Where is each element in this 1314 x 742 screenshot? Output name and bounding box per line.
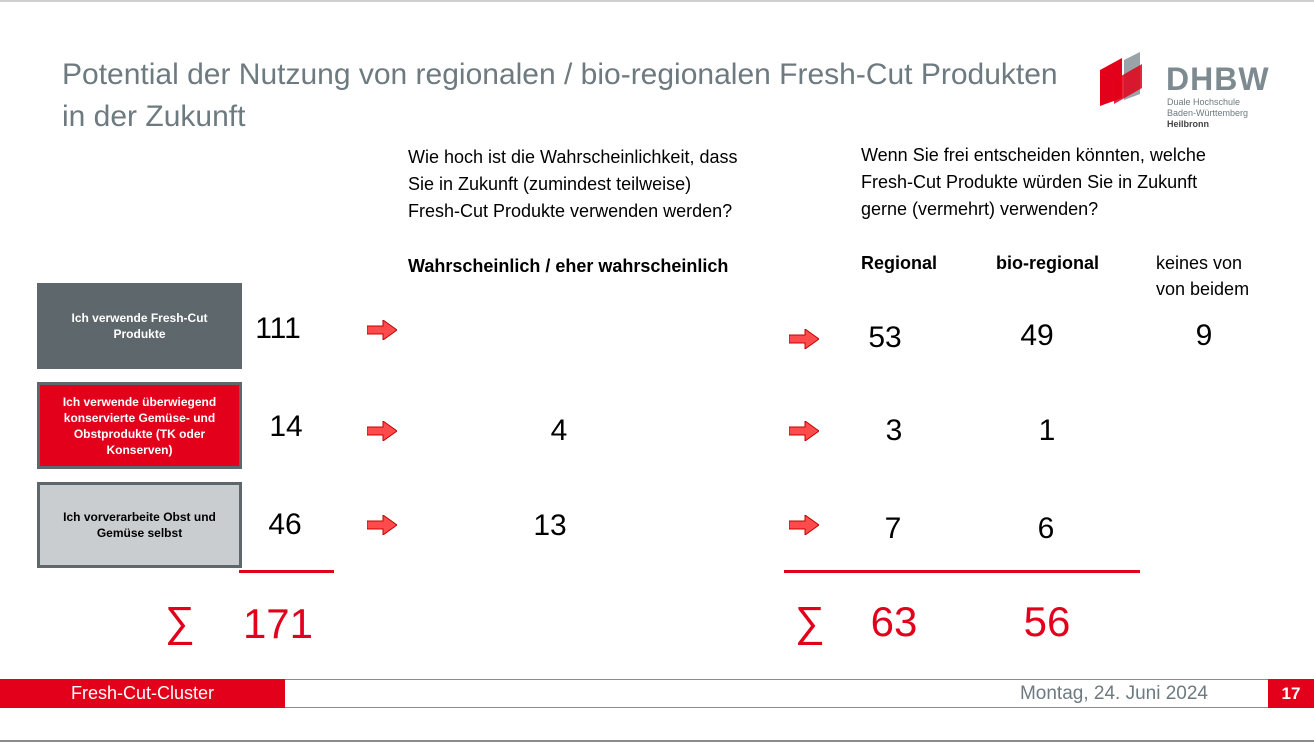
row2-bio-regional: 1 bbox=[1038, 414, 1056, 447]
dhbw-logo-icon bbox=[1100, 52, 1142, 106]
arrow-right-icon bbox=[367, 320, 397, 340]
header-likely: Wahrscheinlich / eher wahrscheinlich bbox=[408, 256, 729, 276]
top-rule bbox=[0, 0, 1314, 2]
sum-divider-left bbox=[239, 570, 334, 573]
bottom-rule bbox=[0, 740, 1314, 742]
category-box-preserved: Ich verwende überwiegend konservierte Ge… bbox=[37, 382, 242, 469]
header-regional: Regional bbox=[861, 253, 938, 273]
footer-project: Fresh-Cut-Cluster bbox=[0, 679, 285, 708]
sum-regional: 63 bbox=[870, 598, 918, 645]
row2-likely: 4 bbox=[550, 414, 568, 447]
arrow-right-icon bbox=[367, 421, 397, 441]
row3-likely: 13 bbox=[533, 509, 567, 542]
category-box-self-prepared: Ich vorverarbeite Obst und Gemüse selbst bbox=[37, 482, 242, 568]
row3-count: 46 bbox=[268, 508, 302, 541]
page-number: 17 bbox=[1268, 679, 1314, 708]
header-none: keines von von beidem bbox=[1156, 253, 1250, 299]
question-preference: Wenn Sie frei entscheiden könnten, welch… bbox=[861, 145, 1206, 219]
arrow-right-icon bbox=[367, 515, 397, 535]
row1-bio-regional: 49 bbox=[1020, 319, 1054, 352]
question-likelihood: Wie hoch ist die Wahrscheinlichkeit, das… bbox=[408, 147, 738, 221]
logo-name: DHBW bbox=[1166, 61, 1270, 97]
logo-subtitle: Duale Hochschule Baden-Württemberg Heilb… bbox=[1167, 97, 1249, 129]
row1-regional: 53 bbox=[868, 321, 902, 354]
arrow-right-icon bbox=[789, 329, 819, 349]
row2-regional: 3 bbox=[885, 414, 903, 447]
footer-bar bbox=[285, 679, 1268, 708]
arrow-right-icon bbox=[789, 515, 819, 535]
row3-regional: 7 bbox=[884, 512, 902, 545]
sum-bio-regional: 56 bbox=[1023, 598, 1071, 645]
row3-bio-regional: 6 bbox=[1037, 512, 1055, 545]
sum-symbol-icon: ∑ bbox=[795, 598, 825, 645]
row1-none: 9 bbox=[1195, 319, 1213, 352]
sum-divider-right bbox=[784, 570, 1140, 573]
arrow-right-icon bbox=[789, 421, 819, 441]
sum-count: 171 bbox=[242, 600, 314, 647]
sum-symbol-icon: ∑ bbox=[165, 598, 195, 645]
row2-count: 14 bbox=[269, 410, 303, 443]
page-title: Potential der Nutzung von regionalen / b… bbox=[62, 58, 1058, 133]
footer-date: Montag, 24. Juni 2024 bbox=[1019, 683, 1208, 704]
row1-count: 111 bbox=[255, 312, 301, 345]
header-bio-regional: bio-regional bbox=[996, 253, 1099, 273]
category-box-fresh-cut: Ich verwende Fresh-Cut Produkte bbox=[37, 283, 242, 369]
